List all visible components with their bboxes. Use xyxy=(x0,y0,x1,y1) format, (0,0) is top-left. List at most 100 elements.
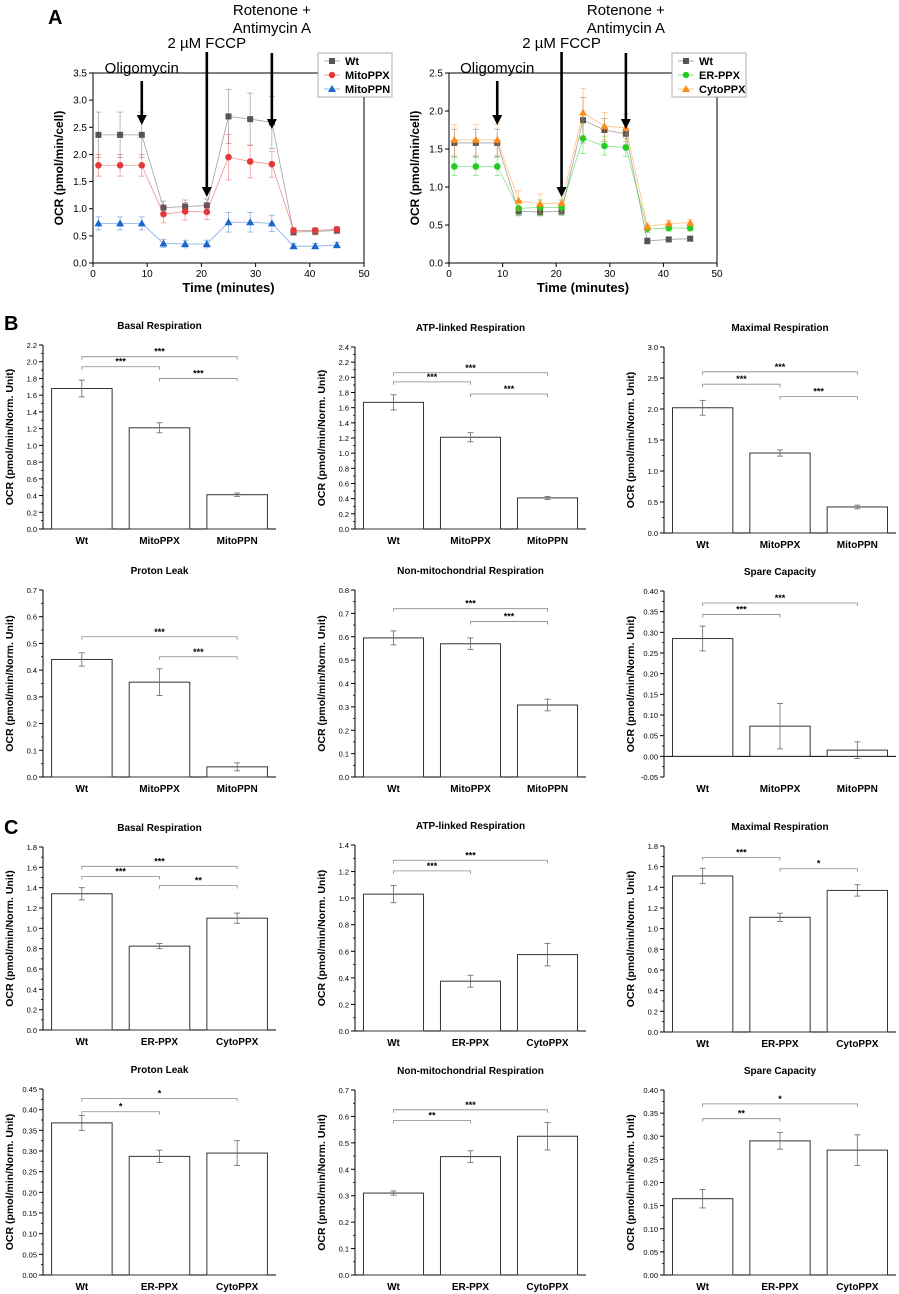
significance-bracket: ** xyxy=(393,1110,471,1124)
significance-bracket: * xyxy=(779,859,858,872)
annotation-label: 2 µM FCCP xyxy=(522,35,601,52)
y-tick-label: 0.20 xyxy=(22,1188,37,1197)
y-tick-label: 0.4 xyxy=(339,1165,349,1174)
significance-bracket: ** xyxy=(702,1109,781,1122)
arrow-head xyxy=(492,115,503,125)
significance-bracket: *** xyxy=(159,647,238,660)
y-axis-label: OCR (pmol/min/Norm. Unit) xyxy=(316,370,328,507)
bracket-line xyxy=(81,1111,160,1115)
chart-title: Maximal Respiration xyxy=(731,822,828,833)
y-tick-label: 0.6 xyxy=(339,1112,349,1121)
chart-A1: 0.0 0.5 1.0 1.5 2.0 2.5 3.0 3.5 0 10 20 30 40 50 Time … xyxy=(52,2,393,295)
significance-label: *** xyxy=(465,599,476,609)
y-tick-label: 0.1 xyxy=(339,1245,349,1254)
y-tick-label: 1.0 xyxy=(73,204,87,215)
chart-B6: Spare Capacity -0.05 0.00 0.05 0.10 0.15 0.20 0… xyxy=(625,567,896,795)
category-label: ER-PPX xyxy=(141,1037,179,1048)
y-tick-label: 1.6 xyxy=(27,391,37,400)
significance-label: *** xyxy=(115,866,126,876)
significance-label: * xyxy=(119,1102,123,1112)
bar-Wt xyxy=(672,875,734,1033)
annotation-arrow: Oligomycin xyxy=(105,60,179,125)
bracket-line xyxy=(81,876,160,880)
bracket-line xyxy=(470,393,548,398)
y-tick-label: 0.0 xyxy=(27,773,37,782)
data-point xyxy=(181,240,190,247)
bar-ER-PPX xyxy=(439,1156,502,1276)
category-label: MitoPPX xyxy=(139,784,180,795)
significance-label: * xyxy=(158,1089,162,1099)
category-label: Wt xyxy=(75,1282,88,1293)
y-axis-label: OCR (pmol/min/Norm. Unit) xyxy=(316,1114,328,1251)
bar-Wt xyxy=(51,893,113,1031)
significance-label: *** xyxy=(465,850,476,860)
chart-C5: Non-mitochondrial Respiration 0.0 0.1 0.2 0.… xyxy=(316,1066,586,1293)
category-label: CytoPPX xyxy=(836,1282,879,1293)
bracket-line xyxy=(702,383,781,388)
y-tick-label: 0.1 xyxy=(27,746,37,755)
data-point xyxy=(643,222,652,230)
bracket-line xyxy=(470,621,548,625)
data-point xyxy=(472,163,480,170)
series-line xyxy=(454,137,691,230)
significance-label: *** xyxy=(193,647,204,657)
significance-bracket: *** xyxy=(702,605,781,618)
y-tick-label: 0.35 xyxy=(643,1109,658,1118)
y-tick-label: 1.4 xyxy=(339,419,349,428)
bracket-line xyxy=(702,856,781,861)
chart-title: Proton Leak xyxy=(131,566,189,577)
y-tick-label: 1.4 xyxy=(27,408,37,417)
legend: Wt ER-PPX CytoPPX xyxy=(671,52,747,98)
annotation-label: 2 µM FCCP xyxy=(167,35,246,52)
y-tick-label: 0.5 xyxy=(27,639,37,648)
y-tick-label: 0.30 xyxy=(643,628,658,637)
bar-Wt xyxy=(362,401,425,530)
y-tick-label: -0.05 xyxy=(641,773,658,782)
y-tick-label: 2.2 xyxy=(27,341,37,350)
bar-Wt xyxy=(672,407,734,534)
y-tick-label: 1.2 xyxy=(339,868,349,877)
bracket-line xyxy=(81,865,238,870)
y-axis-label: OCR (pmol/min/Norm. Unit) xyxy=(4,615,16,752)
bar-MitoPPN xyxy=(516,497,579,530)
category-label: CytoPPX xyxy=(526,1282,569,1293)
series-MitoPPN xyxy=(94,212,341,250)
category-label: MitoPPX xyxy=(760,784,801,795)
x-tick-label: 10 xyxy=(497,269,509,280)
y-axis-label: OCR (pmol/min/Norm. Unit) xyxy=(625,616,637,753)
y-tick-label: 0.6 xyxy=(339,480,349,489)
annotation-arrow: Oligomycin xyxy=(460,60,534,125)
y-tick-label: 0.7 xyxy=(339,609,349,618)
x-tick-label: 20 xyxy=(551,269,563,280)
y-tick-label: 1.2 xyxy=(648,904,658,913)
significance-bracket: *** xyxy=(393,850,548,864)
series-line xyxy=(454,119,691,242)
category-label: Wt xyxy=(696,784,709,795)
series-CytoPPX xyxy=(450,87,695,231)
y-tick-label: 0.4 xyxy=(27,666,37,675)
significance-label: *** xyxy=(775,362,786,372)
y-tick-label: 0.0 xyxy=(339,1271,349,1280)
significance-label: *** xyxy=(504,384,515,394)
y-tick-label: 0.35 xyxy=(643,608,658,617)
category-label: ER-PPX xyxy=(761,1039,799,1050)
data-point xyxy=(311,242,320,250)
data-point xyxy=(247,116,254,123)
y-tick-label: 0.10 xyxy=(643,1225,658,1234)
legend-label: MitoPPN xyxy=(345,84,390,96)
bracket-line xyxy=(81,636,238,640)
data-point xyxy=(333,226,341,233)
data-point xyxy=(267,219,276,227)
data-point xyxy=(202,240,211,247)
category-label: MitoPPN xyxy=(217,536,258,547)
bar-Wt xyxy=(362,637,425,778)
bar-ER-PPX xyxy=(128,945,191,1031)
y-tick-label: 0.2 xyxy=(339,1218,349,1227)
y-tick-label: 1.4 xyxy=(27,884,37,893)
significance-label: *** xyxy=(154,347,165,357)
data-point xyxy=(95,131,102,138)
y-tick-label: 1.5 xyxy=(429,145,443,156)
bracket-line xyxy=(159,656,238,660)
legend-marker xyxy=(328,85,336,92)
